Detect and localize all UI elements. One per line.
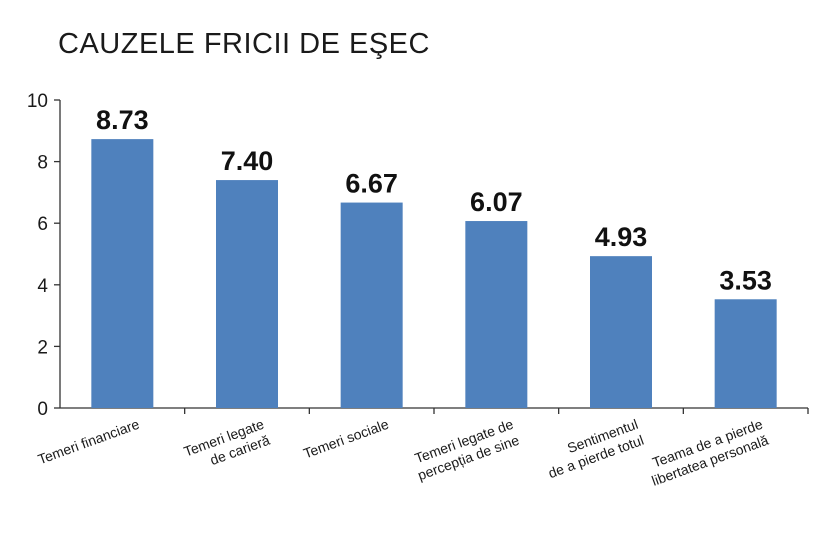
y-tick-label: 10 xyxy=(27,91,48,112)
bar-value-label: 8.73 xyxy=(96,105,149,135)
y-tick-label: 6 xyxy=(37,214,48,235)
bar-value-label: 6.67 xyxy=(345,169,398,199)
bar-value-label: 7.40 xyxy=(221,146,274,176)
bar xyxy=(465,221,528,408)
bar-value-label: 4.93 xyxy=(595,222,648,252)
x-category-label: Temeri sociale xyxy=(301,416,391,462)
bar xyxy=(216,180,278,408)
bar xyxy=(714,299,777,408)
y-tick-label: 4 xyxy=(37,276,48,297)
bar xyxy=(91,139,154,408)
chart-axes: 0 2 4 6 8 10 xyxy=(27,91,809,420)
y-tick-label: 0 xyxy=(37,399,48,420)
bar xyxy=(590,256,652,408)
x-category-label: Teama de a pierdelibertatea personală xyxy=(644,416,771,489)
bar xyxy=(340,202,403,408)
x-category-label: Sentimentulde a pierde totul xyxy=(540,416,646,481)
x-category-label-line: Temeri financiare xyxy=(36,416,142,468)
y-tick-label: 8 xyxy=(37,153,48,174)
bar-value-label: 3.53 xyxy=(719,265,772,295)
y-tick-label: 2 xyxy=(37,337,48,358)
x-category-label: Temeri legate depercepția de sine xyxy=(410,416,522,484)
chart-bars xyxy=(91,139,777,408)
chart-title: CAUZELE FRICII DE EŞEC xyxy=(58,28,430,60)
bar-value-label: 6.07 xyxy=(470,187,523,217)
x-category-label: Temeri financiare xyxy=(36,416,142,468)
x-category-label-line: Temeri sociale xyxy=(301,416,391,462)
x-category-label: Temeri legatede carieră xyxy=(182,416,272,476)
